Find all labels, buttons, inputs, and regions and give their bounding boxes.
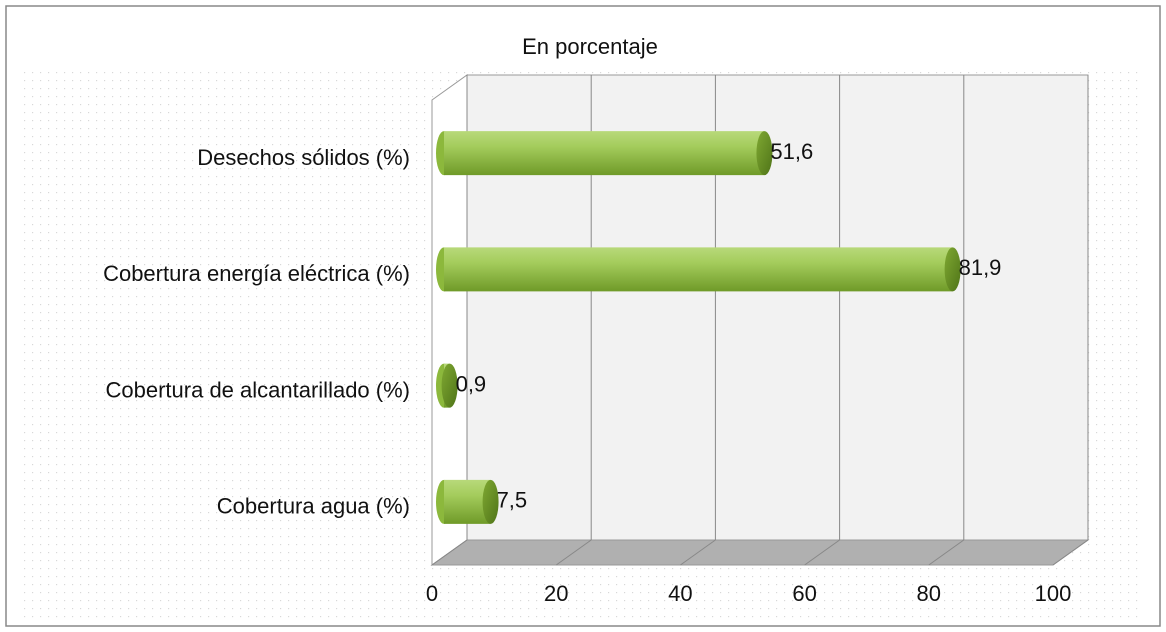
- bar-body: [444, 247, 953, 291]
- y-tick-label: Cobertura de alcantarillado (%): [106, 377, 411, 402]
- floor: [432, 540, 1088, 565]
- y-tick-label: Desechos sólidos (%): [197, 145, 410, 170]
- x-tick-label: 80: [917, 581, 941, 606]
- chart-title: En porcentaje: [522, 34, 658, 59]
- data-label: 81,9: [959, 255, 1002, 280]
- data-label: 51,6: [770, 139, 813, 164]
- x-tick-label: 100: [1035, 581, 1072, 606]
- bar: [436, 364, 458, 408]
- data-label: 0,9: [456, 371, 487, 396]
- chart: En porcentaje 0 20 40 60 80 100 Desechos sólid…: [0, 0, 1166, 632]
- y-tick-label: Cobertura energía eléctrica (%): [103, 261, 410, 286]
- x-tick-label: 60: [792, 581, 816, 606]
- x-tick-label: 40: [668, 581, 692, 606]
- data-label: 7,5: [497, 488, 528, 513]
- x-tick-label: 20: [544, 581, 568, 606]
- y-tick-label: Cobertura agua (%): [217, 494, 410, 519]
- x-tick-label: 0: [426, 581, 438, 606]
- bar: [436, 131, 772, 175]
- bar-body: [444, 131, 764, 175]
- bar: [436, 247, 961, 291]
- bar: [436, 480, 499, 524]
